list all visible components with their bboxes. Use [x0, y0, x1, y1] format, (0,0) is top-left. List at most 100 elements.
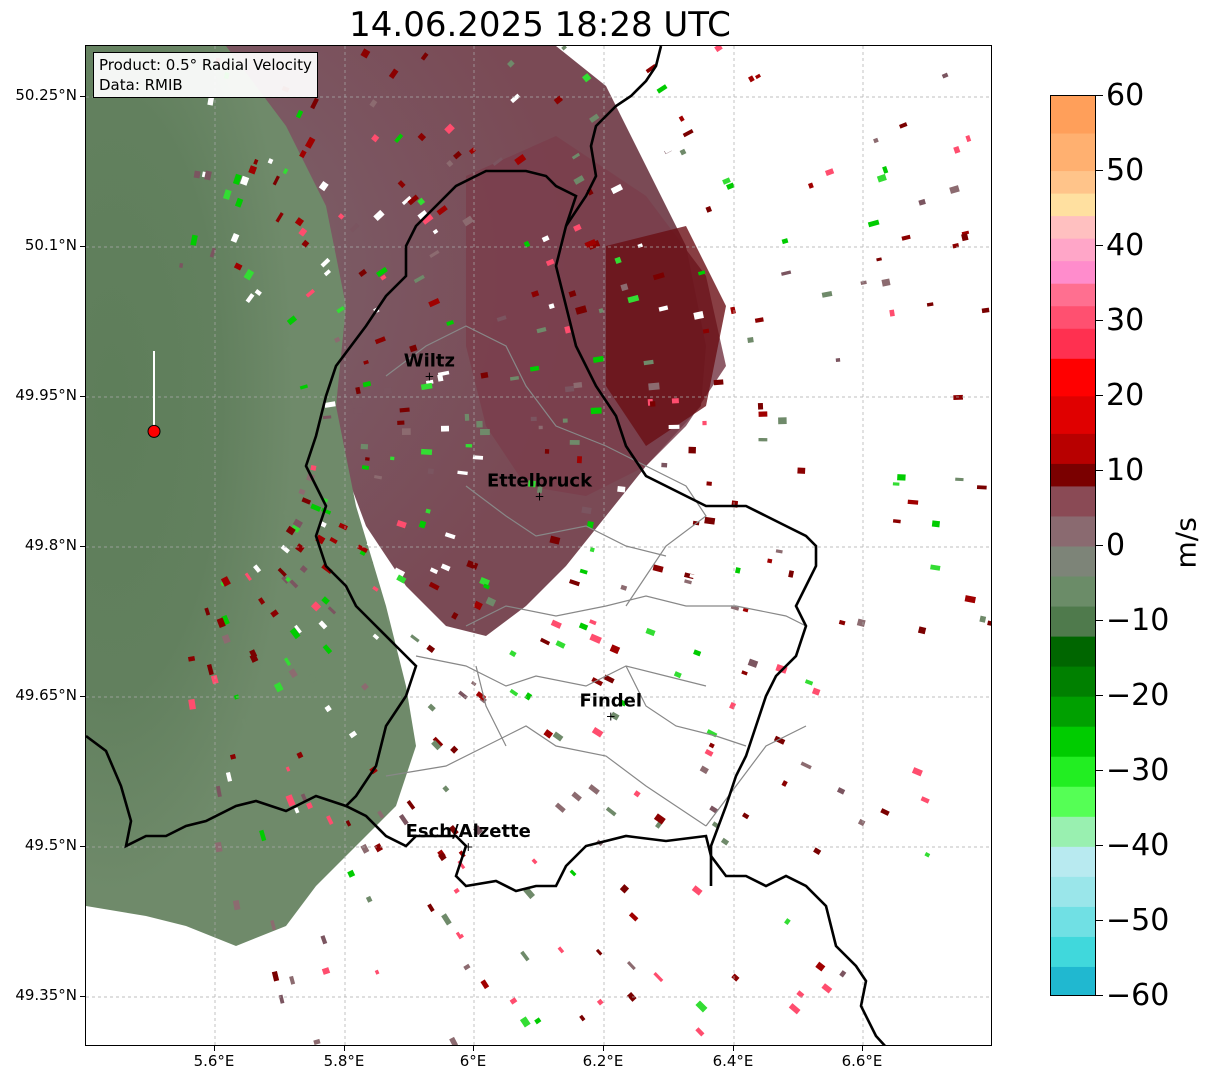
colorbar-segment [1051, 906, 1095, 938]
x-tick-mark [344, 1046, 345, 1051]
colorbar-tick-label: 40 [1106, 228, 1145, 263]
y-tick-label: 49.5°N [24, 836, 77, 854]
colorbar-tick-mark [1096, 695, 1103, 696]
colorbar-segment [1051, 816, 1095, 848]
place-label: Ettelbruck [487, 470, 593, 491]
product-label: Product: 0.5° Radial Velocity [99, 56, 312, 74]
place-marker: +Findel [579, 691, 642, 724]
colorbar-tick-mark [1096, 845, 1103, 846]
place-markers: +Wiltz+Ettelbruck+Findel+Esch/Alzette [404, 350, 642, 853]
colorbar-segment [1051, 606, 1095, 638]
colorbar-segment [1051, 486, 1095, 517]
y-tick-mark [80, 696, 85, 697]
echo-inbound-field [86, 46, 416, 946]
y-tick-label: 49.65°N [15, 686, 77, 704]
map-panel[interactable]: + Wiltz + Ettelbruck + Findel + Esch/Alzette [85, 45, 992, 1046]
colorbar-tick-label: 30 [1106, 303, 1145, 338]
colorbar-segment [1051, 666, 1095, 698]
colorbar-segment [1051, 516, 1095, 547]
colorbar-segment [1051, 261, 1095, 285]
colorbar-tick-mark [1096, 995, 1103, 996]
colorbar-segment [1051, 96, 1095, 135]
colorbar-tick-mark [1096, 170, 1103, 171]
colorbar-segment [1051, 193, 1095, 217]
colorbar-tick-mark [1096, 470, 1103, 471]
colorbar-segment [1051, 546, 1095, 578]
colorbar-tick-label: 60 [1106, 78, 1145, 113]
canton-boundaries [385, 325, 807, 827]
echo-speckles [179, 46, 991, 1045]
colorbar-tick-mark [1096, 920, 1103, 921]
y-tick-mark [80, 546, 85, 547]
place-marker: +Wiltz [404, 350, 455, 383]
y-tick-mark [80, 846, 85, 847]
x-tick-label: 6.4°E [712, 1052, 754, 1070]
place-label: Esch/Alzette [406, 821, 531, 842]
colorbar-tick-mark [1096, 95, 1103, 96]
x-tick-label: 6.2°E [582, 1052, 624, 1070]
colorbar-segment [1051, 306, 1095, 330]
x-tick-label: 5.6°E [193, 1052, 235, 1070]
map-title: 14.06.2025 18:28 UTC [349, 5, 731, 45]
place-cross-icon: + [424, 369, 434, 383]
x-tick-label: 5.8°E [323, 1052, 365, 1070]
colorbar-segment [1051, 936, 1095, 968]
colorbar-tick-mark [1096, 770, 1103, 771]
colorbar-segment [1051, 433, 1095, 465]
echo-strong-outbound [606, 226, 726, 446]
colorbar-segment [1051, 238, 1095, 262]
colorbar-tick-mark [1096, 620, 1103, 621]
product-info-box: Product: 0.5° Radial Velocity Data: RMIB [93, 52, 318, 98]
place-cross-icon: + [606, 710, 616, 724]
colorbar-segment [1051, 636, 1095, 668]
colorbar-tick-label: −50 [1106, 903, 1170, 938]
colorbar-segment [1051, 756, 1095, 788]
x-tick-mark [473, 1046, 474, 1051]
colorbar-segment [1051, 328, 1095, 360]
place-marker: +Esch/Alzette [406, 821, 531, 854]
y-tick-label: 50.1°N [24, 236, 77, 254]
colorbar-ramp [1051, 96, 1095, 995]
colorbar-segment [1051, 966, 1095, 995]
colorbar-segment [1051, 726, 1095, 758]
colorbar-segment [1051, 463, 1095, 487]
colorbar-segment [1051, 358, 1095, 397]
colorbar-tick-mark [1096, 545, 1103, 546]
colorbar-unit-label: m/s [1169, 517, 1203, 569]
y-tick-label: 50.25°N [15, 86, 77, 104]
y-tick-label: 49.8°N [24, 536, 77, 554]
velocity-colorbar [1050, 95, 1096, 996]
x-tick-mark [862, 1046, 863, 1051]
radar-map: +Wiltz+Ettelbruck+Findel+Esch/Alzette [86, 46, 991, 1045]
x-tick-mark [214, 1046, 215, 1051]
x-tick-mark [603, 1046, 604, 1051]
colorbar-segment [1051, 876, 1095, 908]
y-tick-label: 49.35°N [15, 986, 77, 1004]
colorbar-segment [1051, 396, 1095, 435]
colorbar-segment [1051, 133, 1095, 172]
colorbar-segment [1051, 216, 1095, 240]
y-tick-mark [80, 246, 85, 247]
place-marker: +Ettelbruck [487, 470, 593, 503]
colorbar-segment [1051, 786, 1095, 818]
colorbar-tick-label: −30 [1106, 753, 1170, 788]
colorbar-tick-mark [1096, 320, 1103, 321]
colorbar-segment [1051, 696, 1095, 728]
colorbar-segment [1051, 283, 1095, 307]
y-tick-mark [80, 996, 85, 997]
x-tick-label: 6°E [459, 1052, 487, 1070]
place-cross-icon: + [463, 840, 473, 854]
colorbar-segment [1051, 576, 1095, 608]
colorbar-tick-mark [1096, 395, 1103, 396]
colorbar-tick-label: −40 [1106, 828, 1170, 863]
colorbar-segment [1051, 171, 1095, 195]
colorbar-tick-label: −20 [1106, 678, 1170, 713]
x-tick-label: 6.6°E [841, 1052, 883, 1070]
colorbar-tick-label: 0 [1106, 528, 1126, 563]
place-label: Findel [579, 691, 642, 712]
colorbar-tick-mark [1096, 245, 1103, 246]
colorbar-segment [1051, 846, 1095, 878]
colorbar-tick-label: 10 [1106, 453, 1145, 488]
place-cross-icon: + [534, 489, 544, 503]
x-tick-mark [733, 1046, 734, 1051]
